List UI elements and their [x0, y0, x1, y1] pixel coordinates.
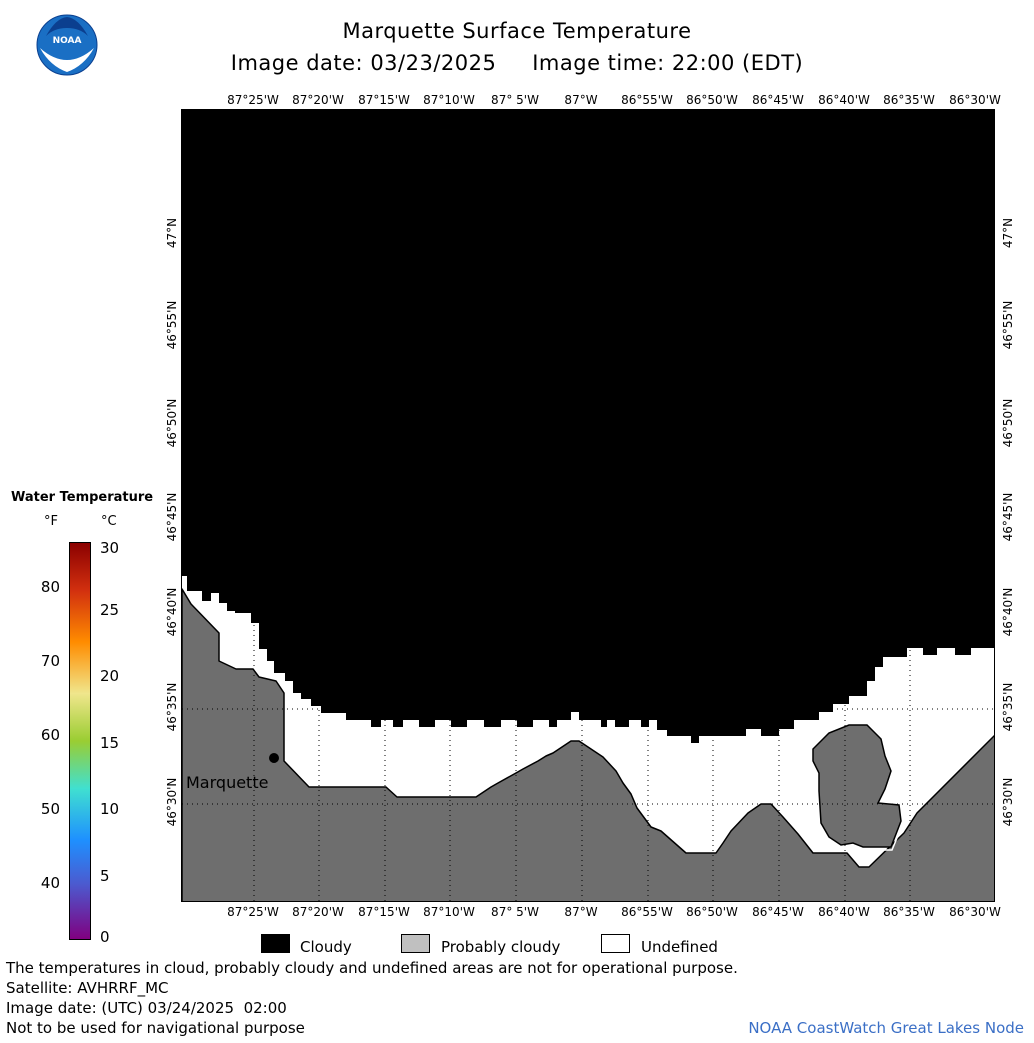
lon-tick-bottom: 86°55'W	[621, 905, 673, 919]
scale-c-tick: 30	[100, 539, 120, 557]
lat-tick-right: 46°35'N	[1001, 682, 1015, 732]
legend: Cloudy Probably cloudy Undefined	[0, 931, 1034, 957]
lon-tick-bottom: 87°25'W	[227, 905, 279, 919]
lon-tick-bottom: 87°10'W	[423, 905, 475, 919]
legend-label-undefined: Undefined	[641, 938, 718, 956]
map-svg	[182, 110, 994, 901]
lat-tick-left: 46°50'N	[165, 398, 179, 448]
scale-c-tick: 0	[100, 928, 110, 946]
scale-title: Water Temperature	[11, 490, 154, 505]
scale-c-tick: 20	[100, 667, 120, 685]
legend-label-cloudy: Cloudy	[300, 938, 352, 956]
lon-tick-top: 87° 5'W	[491, 93, 539, 107]
noaa-logo-icon: NOAA	[36, 14, 98, 76]
land-area	[182, 588, 994, 901]
image-date-time: Image date: 03/23/2025 Image time: 22:00…	[230, 51, 804, 75]
lat-tick-left: 46°30'N	[165, 777, 179, 827]
island-shore	[809, 721, 905, 851]
lat-tick-right: 46°45'N	[1001, 492, 1015, 542]
lon-tick-top: 87°10'W	[423, 93, 475, 107]
lon-tick-top: 86°50'W	[686, 93, 738, 107]
lon-tick-top: 86°30'W	[949, 93, 1001, 107]
footer-utc-date: Image date: (UTC) 03/24/2025 02:00	[6, 999, 287, 1017]
lon-tick-top: 86°40'W	[818, 93, 870, 107]
scale-unit-f: °F	[44, 514, 58, 529]
logo-text: NOAA	[52, 36, 82, 46]
city-label: Marquette	[186, 773, 269, 792]
lat-tick-right: 46°50'N	[1001, 398, 1015, 448]
marquette-marker	[269, 753, 279, 763]
footer-disclaimer: Not to be used for navigational purpose	[6, 1019, 305, 1037]
footer-satellite: Satellite: AVHRRF_MC	[6, 979, 169, 997]
scale-c-tick: 5	[100, 867, 110, 885]
scale-unit-c: °C	[101, 514, 117, 529]
footer-note: The temperatures in cloud, probably clou…	[6, 959, 738, 977]
lon-tick-bottom: 87°15'W	[358, 905, 410, 919]
lon-tick-bottom: 87° 5'W	[491, 905, 539, 919]
lat-tick-left: 46°40'N	[165, 587, 179, 637]
lat-tick-right: 47°N	[1001, 217, 1015, 249]
page-title: Marquette Surface Temperature	[342, 19, 692, 43]
lon-tick-bottom: 86°45'W	[752, 905, 804, 919]
scale-f-tick: 40	[40, 874, 60, 892]
island	[812, 724, 902, 848]
legend-label-probably-cloudy: Probably cloudy	[441, 938, 561, 956]
legend-swatch-probably-cloudy	[401, 934, 430, 953]
scale-f-tick: 60	[40, 726, 60, 744]
lon-tick-top: 86°55'W	[621, 93, 673, 107]
scale-c-tick: 10	[100, 800, 120, 818]
graticule	[182, 110, 994, 901]
lon-tick-bottom: 86°50'W	[686, 905, 738, 919]
scale-c-tick: 25	[100, 601, 120, 619]
lon-tick-top: 87°W	[564, 93, 598, 107]
scale-f-tick: 50	[40, 800, 60, 818]
footer-credit-link[interactable]: NOAA CoastWatch Great Lakes Node	[748, 1019, 1024, 1037]
lat-tick-left: 46°45'N	[165, 492, 179, 542]
lat-tick-left: 46°35'N	[165, 682, 179, 732]
lon-tick-bottom: 86°35'W	[883, 905, 935, 919]
lon-tick-top: 87°15'W	[358, 93, 410, 107]
scale-c-tick: 15	[100, 734, 120, 752]
lon-tick-top: 87°25'W	[227, 93, 279, 107]
lon-tick-bottom: 86°40'W	[818, 905, 870, 919]
lat-tick-left: 47°N	[165, 217, 179, 249]
lat-tick-right: 46°40'N	[1001, 587, 1015, 637]
legend-swatch-cloudy	[261, 934, 290, 953]
legend-swatch-undefined	[601, 934, 630, 953]
color-scale-bar	[69, 542, 91, 940]
lon-tick-top: 87°20'W	[292, 93, 344, 107]
lat-tick-right: 46°55'N	[1001, 300, 1015, 350]
lon-tick-bottom: 87°W	[564, 905, 598, 919]
lat-tick-right: 46°30'N	[1001, 777, 1015, 827]
map-area	[181, 109, 995, 902]
scale-f-tick: 70	[40, 652, 60, 670]
lon-tick-bottom: 86°30'W	[949, 905, 1001, 919]
lon-tick-top: 86°35'W	[883, 93, 935, 107]
lon-tick-top: 86°45'W	[752, 93, 804, 107]
lat-tick-left: 46°55'N	[165, 300, 179, 350]
scale-f-tick: 80	[40, 578, 60, 596]
lon-tick-bottom: 87°20'W	[292, 905, 344, 919]
